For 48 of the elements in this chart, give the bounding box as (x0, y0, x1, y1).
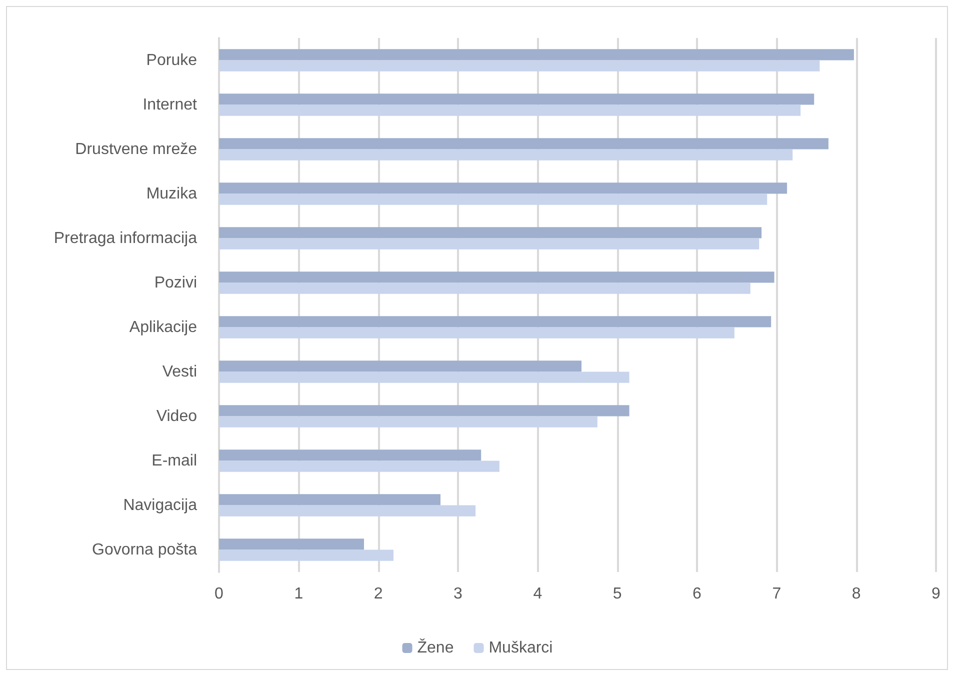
y-tick-label: Navigacija (123, 496, 198, 514)
bar (219, 238, 760, 250)
x-tick-label: 8 (852, 586, 861, 602)
y-tick-label: Pretraga informacija (54, 230, 198, 247)
y-tick-label: Govorna pošta (92, 541, 198, 558)
bar (219, 538, 364, 550)
x-tick-label: 7 (772, 586, 782, 602)
bar (219, 149, 793, 160)
x-tick-label: 2 (374, 586, 383, 602)
y-tick-label: Vesti (162, 363, 197, 380)
legend-label: Muškarci (488, 640, 553, 656)
legend-label: Žene (417, 638, 454, 656)
bar (219, 138, 828, 150)
bar (219, 327, 734, 338)
y-tick-label: Video (156, 408, 198, 425)
x-tick-label: 3 (454, 586, 463, 602)
bar (219, 227, 762, 238)
bar (219, 405, 630, 416)
bar (219, 494, 440, 506)
bar (219, 450, 482, 461)
y-tick-label: Drustvene mreže (75, 140, 198, 158)
bar (219, 505, 476, 516)
x-tick-label: 1 (294, 586, 304, 602)
bar (219, 282, 750, 294)
bar (219, 360, 582, 372)
x-tick-label: 9 (932, 586, 941, 602)
bar (219, 372, 630, 383)
bar (219, 104, 801, 116)
x-tick-label: 0 (214, 586, 224, 602)
y-tick-label: Internet (142, 96, 198, 114)
y-tick-label: Pozivi (154, 274, 197, 292)
bar (219, 194, 768, 205)
bar (219, 460, 500, 472)
bar (219, 316, 772, 328)
y-tick-label: Poruke (146, 52, 198, 69)
bar (219, 94, 814, 105)
bar (219, 416, 598, 428)
y-tick-label: Muzika (146, 185, 198, 202)
bar (219, 60, 820, 72)
y-tick-label: Aplikacije (129, 318, 198, 336)
bar (219, 182, 788, 194)
bar (219, 49, 854, 60)
y-tick-label: E-mail (152, 452, 197, 470)
bar (219, 272, 774, 283)
bar (219, 550, 394, 561)
x-tick-label: 5 (612, 586, 622, 602)
x-tick-label: 4 (533, 586, 542, 602)
x-tick-label: 6 (692, 586, 702, 602)
